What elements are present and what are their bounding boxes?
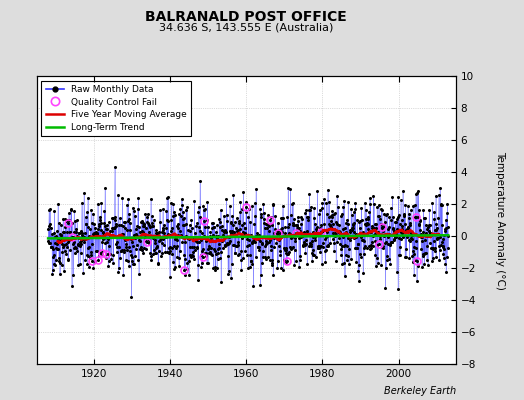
Legend: Raw Monthly Data, Quality Control Fail, Five Year Moving Average, Long-Term Tren: Raw Monthly Data, Quality Control Fail, … <box>41 80 191 136</box>
Text: BALRANALD POST OFFICE: BALRANALD POST OFFICE <box>145 10 347 24</box>
Y-axis label: Temperature Anomaly (°C): Temperature Anomaly (°C) <box>496 150 506 290</box>
Text: Berkeley Earth: Berkeley Earth <box>384 386 456 396</box>
Text: 34.636 S, 143.555 E (Australia): 34.636 S, 143.555 E (Australia) <box>159 22 333 32</box>
